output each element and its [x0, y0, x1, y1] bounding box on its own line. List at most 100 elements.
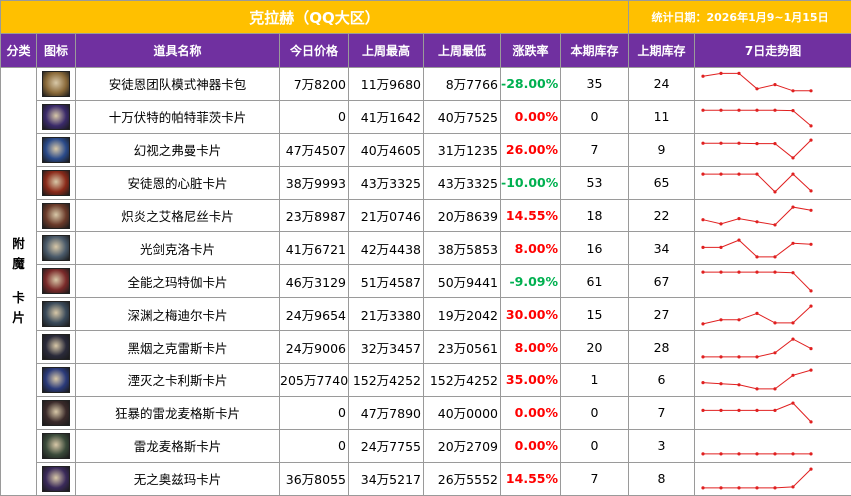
trend-point [719, 172, 723, 176]
col-last-stock: 上期库存 [628, 33, 696, 68]
trend-point [719, 452, 723, 456]
trend-point [719, 141, 723, 146]
trend-point [809, 467, 813, 471]
last-week-low: 8万7766 [423, 67, 501, 101]
item-name: 无之奥兹玛卡片 [75, 461, 280, 496]
trend-sparkline [701, 238, 813, 259]
trend-point [773, 223, 777, 227]
item-icon-cell [36, 198, 76, 233]
today-price: 0 [279, 428, 349, 463]
trend-point [773, 320, 777, 325]
today-price: 0 [279, 395, 349, 430]
trend-point [791, 172, 795, 176]
this-stock: 20 [559, 330, 630, 365]
this-stock: 16 [559, 231, 630, 266]
card-icon [42, 301, 70, 328]
trend-point [701, 321, 705, 326]
this-stock: 15 [559, 297, 630, 332]
trend-point [791, 401, 795, 406]
item-icon-cell [36, 132, 76, 167]
trend-line [703, 173, 812, 193]
trend-point [755, 409, 759, 413]
trend-point [809, 138, 813, 142]
last-stock: 6 [628, 363, 696, 397]
trend-point [755, 354, 759, 359]
today-price: 205万7740 [279, 363, 349, 397]
trend-sparkline [701, 270, 813, 293]
change-rate: 8.00% [500, 330, 561, 365]
last-stock: 9 [628, 132, 696, 167]
last-stock: 67 [628, 264, 696, 299]
trend-point [773, 255, 777, 259]
trend-point [791, 156, 795, 160]
trend-point [791, 89, 795, 93]
trend-sparkline-cell [694, 428, 851, 463]
last-stock: 7 [628, 395, 696, 430]
trend-point [791, 109, 795, 113]
trend-line [703, 239, 812, 258]
trend-point [737, 72, 741, 76]
trend-point [701, 381, 705, 385]
trend-point [791, 270, 795, 275]
date-label: 统计日期：2026年1月9~1月15日 [628, 0, 851, 34]
this-stock: 0 [559, 428, 630, 463]
item-name: 安徒恩团队模式神器卡包 [75, 67, 280, 101]
today-price: 24万9654 [279, 297, 349, 332]
last-week-low: 19万2042 [423, 297, 501, 332]
card-icon [42, 465, 70, 492]
item-name: 十万伏特的帕特菲茨卡片 [75, 99, 280, 134]
today-price: 46万3129 [279, 264, 349, 299]
col-last-week-low: 上周最低 [423, 33, 501, 68]
trend-point [809, 242, 813, 246]
trend-point [809, 124, 813, 128]
change-rate: 26.00% [500, 132, 561, 167]
page-title: 克拉赫（QQ大区） [0, 0, 630, 34]
last-week-low: 40万7525 [423, 99, 501, 134]
last-week-low: 38万5853 [423, 231, 501, 266]
trend-line [702, 305, 812, 325]
trend-point [737, 486, 741, 490]
table-row: 黑烟之克雷斯卡片 24万9006 32万3457 23万0561 8.00% 20 28 [1, 330, 851, 365]
card-icon [42, 399, 70, 426]
trend-point [719, 72, 723, 76]
last-stock: 3 [628, 428, 696, 463]
trend-point [809, 346, 813, 350]
trend-point [791, 452, 795, 456]
item-icon-cell [36, 165, 76, 200]
last-week-low: 23万0561 [423, 330, 501, 365]
col-this-stock: 本期库存 [559, 33, 630, 68]
trend-sparkline [701, 304, 813, 326]
trend-point [755, 142, 759, 146]
card-icon [42, 432, 70, 459]
trend-line [703, 271, 812, 292]
item-name: 幻视之弗曼卡片 [75, 132, 280, 167]
trend-point [755, 311, 759, 315]
this-stock: 0 [559, 99, 630, 134]
today-price: 0 [279, 99, 349, 134]
trend-point [737, 217, 741, 221]
trend-point [773, 387, 777, 391]
table-row: 雷龙麦格斯卡片 0 24万7755 20万2709 0.00% 0 3 [1, 428, 851, 463]
item-icon-cell [36, 67, 76, 101]
trend-sparkline-cell [694, 363, 851, 397]
trend-sparkline [701, 108, 813, 128]
last-week-high: 42万4438 [348, 231, 424, 266]
table-row: 十万伏特的帕特菲茨卡片 0 41万1642 40万7525 0.00% 0 11 [1, 99, 851, 134]
table-row: 炽炎之艾格尼丝卡片 23万8987 21万0746 20万8639 14.55% 18 22 [1, 198, 851, 233]
trend-point [755, 387, 759, 391]
table-row: 无之奥兹玛卡片 36万8055 34万5217 26万5552 14.55% 7 8 [1, 461, 851, 496]
trend-point [737, 354, 741, 359]
trend-sparkline [701, 138, 813, 160]
change-rate: 0.00% [500, 428, 561, 463]
item-name: 全能之玛特伽卡片 [75, 264, 280, 299]
category-cell: 附魔卡片 [0, 67, 37, 496]
item-name: 雷龙麦格斯卡片 [75, 428, 280, 463]
trend-line [703, 468, 812, 489]
card-icon [42, 169, 70, 196]
last-week-low: 31万1235 [423, 132, 501, 167]
trend-point [773, 83, 777, 87]
this-stock: 1 [559, 363, 630, 397]
change-rate: -9.09% [500, 264, 561, 299]
trend-point [701, 409, 705, 413]
trend-point [791, 337, 795, 341]
